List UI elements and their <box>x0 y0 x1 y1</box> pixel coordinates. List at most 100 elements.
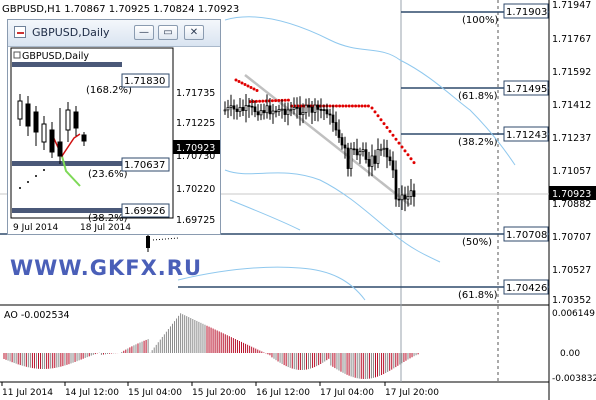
candle-body <box>289 109 293 111</box>
svg-text:1.71592: 1.71592 <box>552 67 591 78</box>
watermark: WWW.GKFX.RU <box>10 256 202 280</box>
svg-text:1.71767: 1.71767 <box>552 34 591 45</box>
sar-dot <box>286 98 290 102</box>
inset-chart: GBPUSD,Daily (168.2%) 1.71830 (23.6%) 1.… <box>10 47 220 233</box>
sar-dot <box>283 98 287 102</box>
sar-dot <box>391 133 395 137</box>
candle-body <box>328 113 332 116</box>
candle-body <box>256 111 260 116</box>
candle-body <box>376 149 380 164</box>
candle-body <box>334 122 338 131</box>
inset-fib-price-382: 1.69926 <box>124 206 165 217</box>
svg-text:9 Jul 2014: 9 Jul 2014 <box>13 223 58 233</box>
inset-fib-pct-1682: (168.2%) <box>86 85 132 96</box>
candle-body <box>352 148 356 151</box>
svg-text:1.70527: 1.70527 <box>552 265 591 276</box>
candle-body <box>301 112 305 116</box>
inset-chart-header: GBPUSD,Daily <box>22 51 89 62</box>
sar-dot <box>254 99 258 103</box>
candle-body <box>403 194 407 200</box>
sar-dot <box>347 104 351 108</box>
inset-fib-pct-382: (38.2%) <box>88 213 128 224</box>
sar-dot <box>388 129 392 133</box>
svg-text:14 Jul 12:00: 14 Jul 12:00 <box>65 388 119 398</box>
sar-dot <box>249 86 253 89</box>
fib-price-100: 1.71903 <box>506 7 547 18</box>
candle-body <box>394 169 398 200</box>
inset-titlebar[interactable]: GBPUSD,Daily — ▭ ✕ <box>8 20 220 47</box>
candle-body <box>340 137 344 146</box>
sar-dot <box>350 104 354 108</box>
svg-text:1.71057: 1.71057 <box>552 166 591 177</box>
fib-price-618-top: 1.71495 <box>506 84 547 95</box>
chart-header: GBPUSD,H1 1.70867 1.70925 1.70824 1.7092… <box>2 4 239 15</box>
ao-scale-top: 0.006149 <box>552 309 595 319</box>
candle-body <box>406 196 410 200</box>
sar-dot <box>357 104 361 108</box>
sar-dot <box>400 145 404 149</box>
sar-dot <box>338 104 342 108</box>
sar-dot <box>370 106 374 110</box>
candle-body <box>283 108 287 115</box>
candle-body <box>247 105 251 107</box>
sar-dot <box>246 84 250 88</box>
ao-label: AO -0.002534 <box>4 310 70 321</box>
candle-body <box>385 147 389 158</box>
candle-body <box>298 107 302 116</box>
sar-dot <box>360 104 364 108</box>
fib-pct-50: (50%) <box>462 237 492 248</box>
candle-body <box>259 110 263 116</box>
sar-dot <box>406 153 410 157</box>
candle-body <box>319 109 323 111</box>
candle-body <box>316 104 320 110</box>
candle-body <box>358 151 362 156</box>
sar-dot <box>397 141 401 145</box>
sar-dot <box>376 114 380 118</box>
minimize-button[interactable]: — <box>134 25 154 40</box>
sar-dot <box>403 149 407 153</box>
candle-body <box>337 129 341 138</box>
sar-dot <box>277 98 281 102</box>
svg-text:11 Jul 2014: 11 Jul 2014 <box>2 388 53 398</box>
sar-dot <box>412 161 416 165</box>
chart-window-icon <box>14 26 26 38</box>
candle-body <box>280 108 284 111</box>
price-candles <box>223 93 416 212</box>
candle-body <box>292 107 296 110</box>
candle-body <box>277 109 281 112</box>
restore-button[interactable]: ▭ <box>158 25 178 40</box>
svg-text:17 Jul 04:00: 17 Jul 04:00 <box>320 388 374 398</box>
candle-body <box>391 160 395 171</box>
sar-dot <box>234 78 238 82</box>
candle-body <box>331 114 335 123</box>
candle-body <box>409 190 413 197</box>
svg-text:1.71237: 1.71237 <box>552 133 591 144</box>
candle-body <box>268 105 272 115</box>
candle-body <box>238 107 242 112</box>
svg-text:18 Jul 2014: 18 Jul 2014 <box>80 223 131 233</box>
svg-text:15 Jul 20:00: 15 Jul 20:00 <box>192 388 246 398</box>
ao-scale-zero: 0.00 <box>560 349 580 359</box>
sar-dot <box>366 104 370 108</box>
candle-body <box>310 106 314 113</box>
svg-text:1.70220: 1.70220 <box>176 184 215 195</box>
sar-dot <box>334 104 338 108</box>
candle-body <box>370 155 374 167</box>
close-button[interactable]: ✕ <box>184 25 204 40</box>
sar-dot <box>385 126 389 129</box>
svg-text:16 Jul 12:00: 16 Jul 12:00 <box>256 388 310 398</box>
sar-dot <box>237 80 241 83</box>
inset-window-daily[interactable]: GBPUSD,Daily — ▭ ✕ GBPUSD,Daily (168.2%)… <box>7 19 221 235</box>
candle-body <box>241 107 245 111</box>
fib-price-50: 1.70708 <box>506 230 547 241</box>
time-ticks <box>1 382 386 386</box>
sar-dot <box>373 110 377 114</box>
fib-price-618-bottom: 1.70426 <box>506 283 547 294</box>
inset-fib-price-1682: 1.71830 <box>124 76 165 87</box>
svg-text:1.71735: 1.71735 <box>176 88 215 99</box>
candle-body <box>250 105 254 108</box>
svg-text:1.70707: 1.70707 <box>552 232 591 243</box>
svg-text:1.70352: 1.70352 <box>552 295 591 306</box>
inset-fib-price-236: 1.70637 <box>124 160 165 171</box>
